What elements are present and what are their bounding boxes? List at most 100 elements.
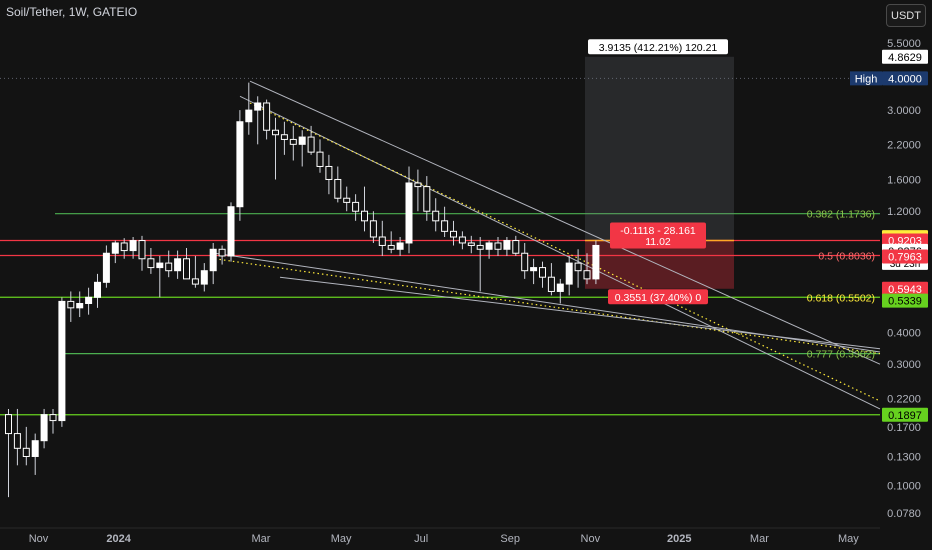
entry-label-bg bbox=[610, 222, 706, 249]
candle-up bbox=[174, 258, 182, 272]
candle-down bbox=[387, 244, 395, 250]
candle-up bbox=[156, 262, 164, 269]
x-tick-label: 2024 bbox=[106, 533, 131, 545]
y-tick-label: 0.1700 bbox=[887, 422, 921, 434]
price-badge-bg bbox=[882, 49, 928, 64]
candle-down bbox=[476, 244, 484, 250]
candle-down bbox=[352, 201, 360, 212]
candle-down bbox=[307, 136, 315, 153]
candle-up bbox=[396, 242, 404, 250]
candle-up bbox=[485, 242, 493, 250]
x-tick-label: May bbox=[838, 533, 859, 545]
candle-down bbox=[414, 182, 422, 188]
candle-down bbox=[334, 178, 342, 199]
price-badge-bg bbox=[882, 281, 928, 296]
candle-down bbox=[263, 102, 271, 131]
y-tick-label: 0.2200 bbox=[887, 393, 921, 405]
countdown-label: 3d 23h bbox=[890, 259, 921, 270]
candle-down bbox=[165, 262, 173, 272]
candle-up bbox=[129, 240, 137, 252]
target-label-bg bbox=[588, 39, 728, 55]
fib-label: 0.777 (0.3302) bbox=[807, 349, 875, 361]
profit-zone bbox=[585, 56, 734, 241]
candle-down bbox=[512, 240, 520, 254]
candle-down bbox=[539, 267, 546, 278]
x-tick-label: Sep bbox=[500, 533, 520, 545]
stop-label: 0.3551 (37.40%) 0 bbox=[615, 292, 702, 304]
candle-up bbox=[94, 281, 101, 298]
trendline-1 bbox=[239, 95, 881, 410]
price-badge: 0.7963 bbox=[888, 251, 922, 263]
candle-up bbox=[592, 244, 600, 280]
price-badge: 4.8629 bbox=[888, 52, 922, 64]
trendline-5 bbox=[279, 276, 881, 350]
fib-label: 0.618 (0.5502) bbox=[807, 292, 875, 304]
candle-down bbox=[280, 134, 288, 140]
entry-label: -0.1118 - 28.161 bbox=[620, 225, 696, 237]
price-badge: 0.5339 bbox=[888, 296, 922, 308]
candle-down bbox=[583, 270, 591, 280]
candle-up bbox=[31, 440, 39, 457]
candle-up bbox=[102, 252, 110, 283]
y-tick-label: 2.2000 bbox=[887, 139, 921, 151]
candle-up bbox=[245, 109, 253, 123]
candles-group bbox=[5, 82, 600, 498]
candle-up bbox=[227, 206, 235, 257]
candle-down bbox=[458, 236, 466, 244]
symbol-title: Soil/Tether, 1W, GATEIO bbox=[6, 5, 138, 19]
price-badge: 0.1897 bbox=[888, 410, 922, 422]
candle-down bbox=[218, 248, 226, 257]
y-tick-label: 0.1300 bbox=[887, 451, 921, 463]
candle-down bbox=[369, 220, 377, 238]
candle-down bbox=[138, 240, 146, 260]
x-tick-label: Jul bbox=[414, 533, 428, 545]
x-tick-label: Mar bbox=[252, 533, 271, 545]
candle-down bbox=[120, 242, 128, 252]
candle-down bbox=[5, 414, 12, 435]
entry-label: 11.02 bbox=[645, 236, 671, 248]
x-tick-label: Mar bbox=[750, 533, 769, 545]
y-tick-label: 1.2000 bbox=[887, 206, 921, 218]
stop-label-bg bbox=[608, 289, 708, 305]
x-tick-label: 2025 bbox=[667, 533, 691, 545]
candle-up bbox=[565, 262, 573, 285]
candle-down bbox=[494, 242, 502, 250]
price-badge-bg bbox=[882, 293, 928, 308]
x-tick-label: Nov bbox=[29, 533, 49, 545]
x-tick-label: Nov bbox=[581, 533, 601, 545]
target-label: 3.9135 (412.21%) 120.21 bbox=[599, 42, 718, 54]
candle-down bbox=[547, 276, 555, 292]
candle-down bbox=[574, 262, 582, 272]
candle-down bbox=[423, 186, 431, 212]
candle-down bbox=[49, 414, 57, 422]
trendline-2 bbox=[249, 102, 881, 402]
fib-label: 0.5 (0.8036) bbox=[818, 250, 875, 262]
trendline-0 bbox=[249, 80, 881, 365]
candle-up bbox=[236, 121, 244, 208]
candle-down bbox=[378, 236, 386, 246]
candle-down bbox=[432, 210, 440, 222]
fib-label: 0.382 (1.1736) bbox=[807, 209, 875, 221]
candle-down bbox=[289, 138, 297, 145]
price-badge: 0.5943 bbox=[888, 284, 922, 296]
candle-down bbox=[13, 433, 21, 449]
y-tick-label: 1.6000 bbox=[887, 174, 921, 186]
candle-up bbox=[111, 242, 119, 254]
candle-up bbox=[530, 267, 538, 272]
currency-button[interactable]: USDT bbox=[886, 4, 926, 27]
candle-down bbox=[441, 220, 449, 232]
price-badge-bg bbox=[882, 249, 928, 264]
y-tick-label: 0.4000 bbox=[887, 327, 921, 339]
candle-up bbox=[298, 136, 306, 145]
y-tick-label: 5.5000 bbox=[887, 38, 921, 50]
candle-up bbox=[254, 102, 262, 111]
candle-down bbox=[521, 252, 529, 272]
candle-down bbox=[450, 230, 457, 238]
candle-down bbox=[22, 447, 30, 457]
candle-down bbox=[183, 258, 190, 280]
candle-down bbox=[67, 300, 75, 309]
price-badge-bg bbox=[882, 407, 928, 422]
price-badge: 4.0000 bbox=[888, 73, 922, 85]
y-tick-label: 0.1000 bbox=[887, 480, 921, 492]
